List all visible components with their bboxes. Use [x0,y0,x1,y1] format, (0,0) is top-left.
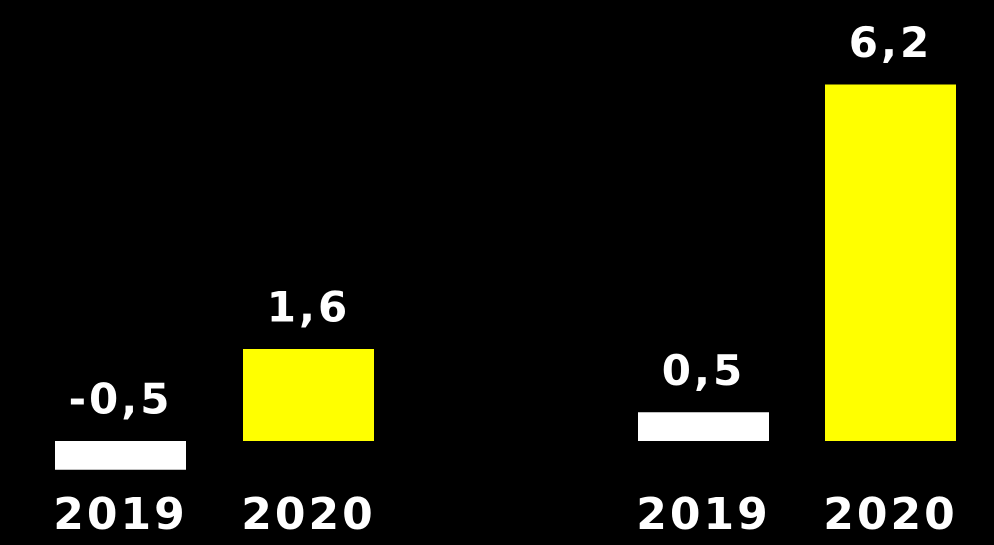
x-tick-label: 2019 [53,489,187,540]
value-label: 6,2 [849,18,932,67]
bar [825,84,956,441]
value-label: -0,5 [69,375,173,424]
x-tick-label: 2020 [241,489,375,540]
bar [638,412,769,441]
value-label: 1,6 [267,283,350,332]
x-tick-label: 2020 [823,489,957,540]
bar [55,441,186,470]
bar [243,349,374,441]
x-tick-label: 2019 [636,489,770,540]
value-label: 0,5 [662,346,745,395]
